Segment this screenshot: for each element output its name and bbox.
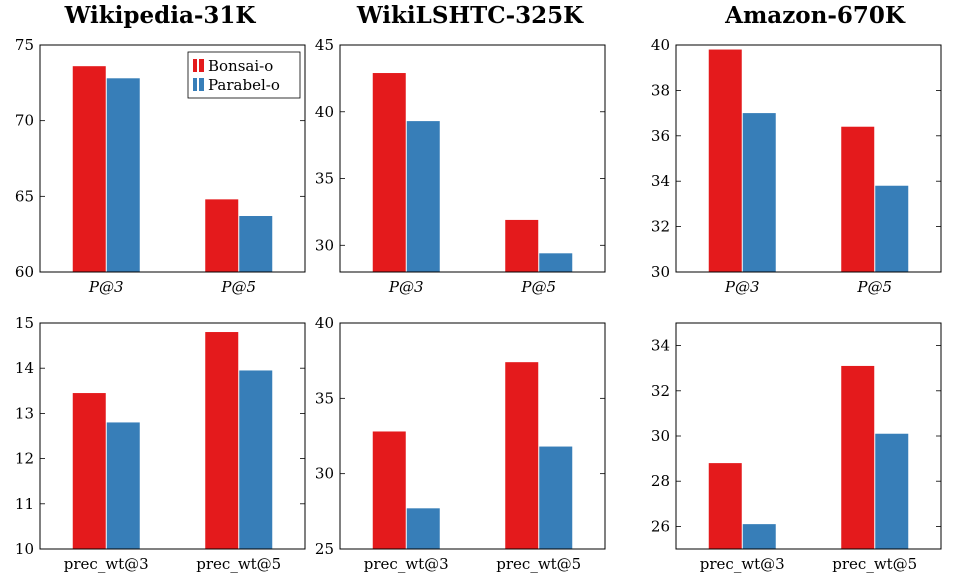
chart-4-ytick-label: 12 xyxy=(15,450,34,468)
chart-1-category-label: P@5 xyxy=(220,278,256,296)
legend-swatch xyxy=(199,78,204,91)
chart-1-frame xyxy=(39,44,306,273)
chart-6-bar-parabel-2 xyxy=(875,433,909,549)
chart-3-ytick-label: 30 xyxy=(651,263,670,281)
chart-4-ytick-label: 13 xyxy=(15,404,34,422)
chart-5-bar-parabel-2 xyxy=(539,446,573,549)
chart-5-bar-parabel-1 xyxy=(406,508,440,549)
chart-1-ytick-label: 65 xyxy=(15,187,34,205)
chart-6-category-label: prec_wt@3 xyxy=(700,555,785,573)
chart-5-ytick-label: 25 xyxy=(315,540,334,558)
chart-5-bar-bonsai-2 xyxy=(505,362,539,549)
chart-4-frame xyxy=(39,322,306,550)
chart-title-wikipedia: Wikipedia-31K xyxy=(64,2,256,29)
legend-swatch xyxy=(199,59,204,72)
chart-2-ytick-label: 30 xyxy=(315,236,334,254)
chart-1-bar-parabel-1 xyxy=(106,78,140,272)
chart-5-ytick-label: 40 xyxy=(315,314,334,332)
chart-5-bar-bonsai-1 xyxy=(372,431,406,549)
chart-3-ytick-label: 34 xyxy=(651,172,670,190)
chart-4-ytick-label: 11 xyxy=(15,495,34,513)
legend-swatch xyxy=(193,59,197,72)
chart-3-frame xyxy=(675,44,942,273)
chart-1-category-label: P@3 xyxy=(88,278,124,296)
chart-4-bar-parabel-2 xyxy=(239,370,273,549)
chart-6-ytick-label: 26 xyxy=(651,517,670,535)
chart-1-bar-bonsai-1 xyxy=(72,66,106,272)
legend-swatch xyxy=(193,78,197,91)
chart-6-bar-bonsai-2 xyxy=(841,365,875,549)
chart-3-bar-bonsai-1 xyxy=(708,49,742,272)
chart-4-category-label: prec_wt@3 xyxy=(64,555,149,573)
chart-2-ytick-label: 40 xyxy=(315,103,334,121)
chart-6-bar-parabel-1 xyxy=(742,524,776,549)
chart-3-ytick-label: 32 xyxy=(651,218,670,236)
chart-3-ytick-label: 38 xyxy=(651,81,670,99)
chart-2-bar-bonsai-1 xyxy=(372,73,406,273)
chart-6-ytick-label: 34 xyxy=(651,337,670,355)
chart-title-wikilshtc: WikiLSHTC-325K xyxy=(356,2,584,29)
chart-1-bar-bonsai-2 xyxy=(205,199,239,272)
chart-6-ytick-label: 32 xyxy=(651,382,670,400)
chart-2-bar-parabel-1 xyxy=(406,121,440,273)
legend-label: Parabel-o xyxy=(208,76,280,94)
chart-2-ytick-label: 35 xyxy=(315,170,334,188)
chart-1-ytick-label: 75 xyxy=(15,36,34,54)
chart-4-bar-bonsai-2 xyxy=(205,332,239,549)
chart-5-category-label: prec_wt@5 xyxy=(496,555,581,573)
chart-4-ytick-label: 10 xyxy=(15,540,34,558)
chart-1-ytick-label: 60 xyxy=(15,263,34,281)
chart-2-bar-bonsai-2 xyxy=(505,219,539,272)
chart-3-category-label: P@3 xyxy=(724,278,760,296)
chart-3-ytick-label: 40 xyxy=(651,36,670,54)
chart-5-ytick-label: 30 xyxy=(315,465,334,483)
chart-2-frame xyxy=(339,44,606,273)
chart-3-ytick-label: 36 xyxy=(651,127,670,145)
chart-4-ytick-label: 15 xyxy=(15,314,34,332)
chart-1-ytick-label: 70 xyxy=(15,112,34,130)
chart-3-bar-parabel-2 xyxy=(875,185,909,272)
chart-5-frame xyxy=(339,322,606,550)
chart-6-ytick-label: 30 xyxy=(651,427,670,445)
chart-2-bar-parabel-2 xyxy=(539,253,573,272)
chart-3-bar-parabel-1 xyxy=(742,113,776,272)
legend-label: Bonsai-o xyxy=(208,57,273,75)
chart-title-amazon: Amazon-670K xyxy=(725,2,905,29)
chart-2-ytick-label: 45 xyxy=(315,36,334,54)
chart-4-bar-parabel-1 xyxy=(106,422,140,549)
chart-3-bar-bonsai-2 xyxy=(841,126,875,272)
chart-6-ytick-label: 28 xyxy=(651,472,670,490)
chart-5-category-label: prec_wt@3 xyxy=(364,555,449,573)
chart-4-ytick-label: 14 xyxy=(15,359,34,377)
chart-6-category-label: prec_wt@5 xyxy=(832,555,917,573)
legend-box xyxy=(187,51,301,99)
chart-1-bar-parabel-2 xyxy=(239,216,273,272)
chart-5-ytick-label: 35 xyxy=(315,389,334,407)
chart-2-category-label: P@3 xyxy=(388,278,424,296)
chart-2-category-label: P@5 xyxy=(520,278,556,296)
chart-3-category-label: P@5 xyxy=(856,278,892,296)
chart-6-frame xyxy=(675,322,942,550)
chart-6-bar-bonsai-1 xyxy=(708,463,742,549)
chart-4-bar-bonsai-1 xyxy=(72,393,106,549)
chart-4-category-label: prec_wt@5 xyxy=(196,555,281,573)
